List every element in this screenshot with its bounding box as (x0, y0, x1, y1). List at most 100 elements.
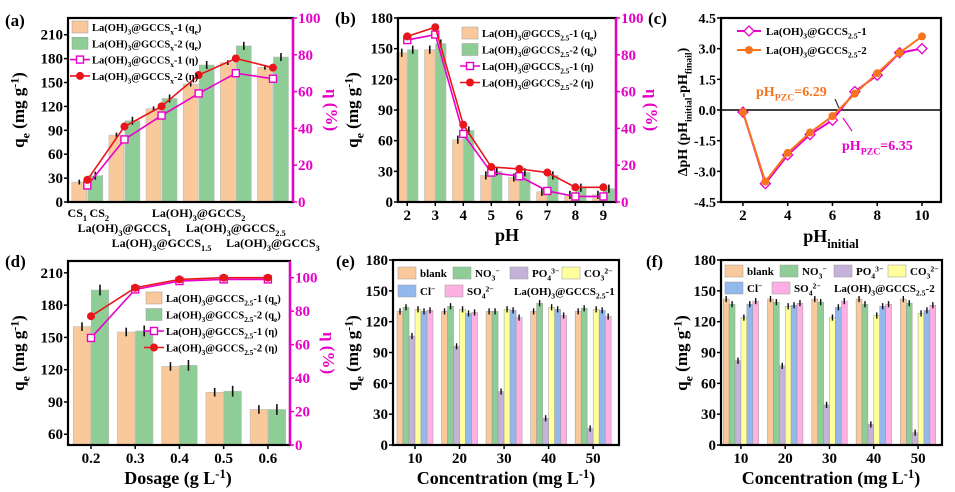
legend-swatch (397, 284, 417, 298)
x-tick-label: 10 (914, 208, 929, 224)
y2-tick-label: 20 (295, 405, 310, 421)
legend-swatch (452, 266, 472, 280)
data-point (219, 273, 228, 282)
y2-axis-label: η (%) (319, 332, 338, 374)
x-tick-label: 10 (733, 451, 748, 467)
bar (90, 289, 110, 446)
panel-a: (a) 0 30 60 90 120 150 180 210 0 20 40 60 80 100 CS1 CS2… (5, 11, 341, 253)
y2-tick-label: 60 (621, 85, 636, 101)
legend-label: blank (420, 268, 448, 280)
y-tick-label: 0 (386, 195, 394, 211)
data-point (515, 164, 524, 173)
bar (161, 366, 180, 446)
y-tick-label: 210 (41, 266, 64, 282)
bar (530, 311, 537, 446)
bar (752, 300, 759, 446)
y-tick-label: 0 (381, 438, 389, 454)
y2-tick-label: 100 (298, 11, 321, 27)
x-tick-label: 2 (739, 208, 747, 224)
data-point (738, 108, 747, 117)
data-point (873, 69, 882, 78)
y-tick-label: 60 (378, 134, 393, 150)
bar (249, 409, 268, 446)
data-point (487, 163, 496, 172)
panel-c: (c) pHPZC=6.29 pHPZC=6.35 -4.5 -3.0 -1.5 0.0 1.… (648, 9, 943, 251)
legend-label: CO32− (584, 266, 613, 282)
legend-label: La(OH)3@GCCS2.5-1 (η) (166, 327, 278, 340)
bar (485, 311, 493, 446)
series-line (86, 72, 274, 186)
bar (396, 311, 404, 446)
y-tick-label: 180 (41, 52, 64, 68)
data-point (543, 168, 552, 177)
bar (441, 311, 448, 446)
bar (740, 317, 748, 446)
bar (497, 391, 505, 446)
bar (542, 418, 549, 446)
data-point (745, 46, 753, 54)
bar (906, 302, 913, 446)
bar (867, 424, 875, 446)
legend-label: La(OH)3@GCCS2.5-1 (η) (482, 62, 594, 75)
bar (773, 301, 780, 446)
x-category-label: La(OH)3@GCCS1 (78, 221, 172, 238)
bar (885, 303, 892, 446)
legend-label: SO42− (794, 281, 821, 297)
x-tick-label: 4 (784, 208, 792, 224)
series-line (741, 35, 923, 184)
data-point (403, 32, 412, 41)
x-tick-label: 2 (403, 208, 411, 224)
y2-tick-label: 80 (295, 304, 310, 320)
legend-label: La(OH)3@GCCSx-1 (η) (92, 56, 199, 69)
y2-tick-label: 80 (621, 48, 636, 64)
data-point (459, 120, 468, 129)
data-point (149, 326, 159, 336)
x-axis-label: Dosage (g L-1) (124, 467, 232, 489)
x-tick-label: 20 (452, 451, 467, 467)
bar (917, 313, 925, 446)
bar (503, 309, 511, 446)
bar (580, 308, 588, 446)
bar (574, 311, 582, 446)
y-axis-label: qe (mg g-1) (8, 315, 33, 391)
y2-tick-label: 100 (295, 271, 318, 287)
y-axis-label: qe (mg g-1) (342, 72, 367, 148)
bar (829, 317, 836, 446)
panel-d: (d) 60 90 120 150 180 210 0 20 40 60 80 100 0.2 0.3 0.4… (5, 252, 338, 489)
series-line (406, 26, 604, 189)
bar (257, 67, 273, 203)
bar (841, 300, 848, 446)
bar (728, 303, 736, 446)
bar (220, 62, 236, 203)
pzc-annotation: pHPZC=6.35 (842, 139, 913, 157)
panel-label: (c) (648, 9, 667, 28)
x-tick-label: 40 (541, 451, 556, 467)
data-point (231, 68, 241, 78)
legend-swatch (724, 264, 744, 278)
arrow (834, 98, 840, 109)
data-point (599, 183, 608, 192)
legend-label: NO3− (802, 264, 827, 280)
data-point (157, 102, 166, 111)
data-point (431, 23, 440, 32)
data-point (466, 78, 474, 87)
y-tick-label: 60 (48, 427, 63, 443)
y-tick-label: 120 (366, 315, 389, 331)
legend-label: La(OH)3@GCCS2.5-1 (766, 26, 867, 41)
arrow (842, 117, 853, 132)
x-category-label: La(OH)3@GCCS2.5 (186, 221, 286, 238)
legend-label: La(OH)3@GCCS2.5-2 (η) (482, 79, 594, 92)
x-tick-label: 20 (778, 451, 793, 467)
data-point (761, 177, 770, 186)
y-tick-label: 180 (366, 253, 389, 269)
data-point (599, 192, 608, 201)
y2-axis-label: η (%) (642, 89, 661, 131)
bar (722, 298, 730, 446)
data-point (895, 48, 904, 57)
bar (515, 317, 523, 446)
legend-swatch (509, 266, 529, 280)
legend-label: SO42− (467, 284, 494, 300)
legend-label: PO43− (532, 266, 559, 282)
legend-label: CO32− (910, 264, 939, 280)
series-line (407, 33, 604, 198)
